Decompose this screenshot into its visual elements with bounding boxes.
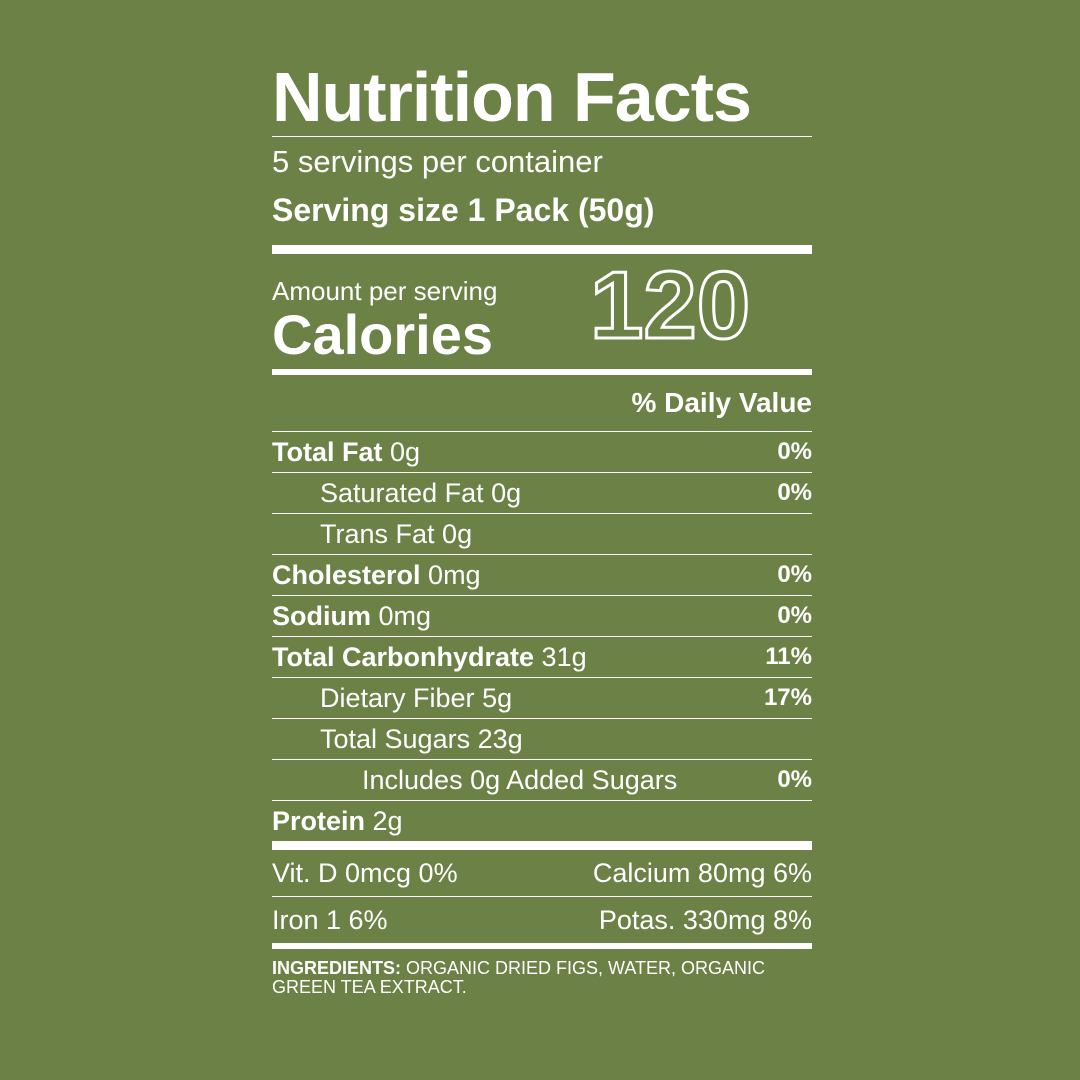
vitamin-left: Vit. D 0mcg 0% (272, 857, 458, 888)
ingredients-label: INGREDIENTS: (272, 958, 402, 978)
nutrient-name: Total Carbonhydrate (272, 641, 535, 672)
divider-medium (272, 943, 812, 949)
nutrient-name: Dietary Fiber (320, 682, 475, 713)
ingredients-text: ORGANIC DRIED FIGS, WATER, ORGANIC GREEN… (272, 958, 766, 997)
nutrition-title: Nutrition Facts (272, 58, 752, 136)
calories-value: 120 (588, 252, 751, 359)
nutrient-name: Total Sugars (320, 723, 471, 754)
nutrient-row-sodium: Sodium 0mg 0% (272, 596, 812, 636)
nutrient-pct: 0% (777, 479, 812, 506)
divider (272, 595, 812, 596)
nutrient-name: Trans Fat (320, 518, 435, 549)
calories-block: Amount per serving Calories 120 (272, 254, 812, 369)
calories-label: Calories (272, 303, 493, 366)
nutrient-amount: 5g (482, 682, 513, 713)
nutrient-amount: 0mg (378, 600, 432, 631)
nutrient-row-added-sugars: Includes 0g Added Sugars 0% (272, 760, 812, 800)
amount-per-serving: Amount per serving (272, 276, 498, 306)
divider (272, 677, 812, 678)
vitamin-left: Iron 1 6% (272, 904, 388, 935)
vitamin-right: Potas. 330mg 8% (598, 904, 812, 935)
nutrient-row-cholesterol: Cholesterol 0mg 0% (272, 555, 812, 595)
nutrient-pct: 0% (777, 602, 812, 629)
nutrient-name: Sodium (272, 600, 371, 631)
ingredients: INGREDIENTS: ORGANIC DRIED FIGS, WATER, … (272, 959, 812, 997)
divider (272, 513, 812, 514)
nutrient-pct: 0% (777, 766, 812, 793)
nutrient-amount: 0g (491, 477, 522, 508)
divider (272, 759, 812, 760)
divider (272, 472, 812, 473)
nutrient-amount: 2g (372, 805, 403, 836)
nutrient-pct: 17% (763, 684, 812, 711)
nutrient-name: Cholesterol (272, 559, 421, 590)
divider (272, 718, 812, 719)
divider (272, 554, 812, 555)
nutrient-pct: 0% (777, 438, 812, 465)
divider (272, 896, 812, 897)
nutrient-row-saturated-fat: Saturated Fat 0g 0% (272, 473, 812, 513)
divider (272, 431, 812, 432)
nutrient-amount: 0g (390, 436, 421, 467)
nutrition-facts-panel: Nutrition Facts 5 servings per container… (272, 58, 812, 997)
nutrient-row-total-fat: Total Fat 0g 0% (272, 432, 812, 472)
nutrient-name: Includes 0g Added Sugars (362, 764, 678, 795)
servings-per-container: 5 servings per container (272, 144, 603, 179)
vitamin-right: Calcium 80mg 6% (592, 857, 812, 888)
nutrient-amount: 31g (541, 641, 587, 672)
divider-medium (272, 369, 812, 375)
nutrient-name: Protein (272, 805, 366, 836)
nutrient-row-dietary-fiber: Dietary Fiber 5g 17% (272, 678, 812, 718)
nutrient-amount: 0g (442, 518, 473, 549)
nutrient-name: Total Fat (272, 436, 383, 467)
nutrient-pct: 11% (765, 643, 812, 670)
nutrient-row-total-carbohydrate: Total Carbonhydrate 31g 11% (272, 637, 812, 677)
divider (272, 136, 812, 137)
nutrient-amount: 23g (477, 723, 523, 754)
divider (272, 800, 812, 801)
nutrient-amount: 0mg (428, 559, 481, 590)
nutrient-row-total-sugars: Total Sugars 23g (272, 719, 812, 759)
daily-value-header: % Daily Value (631, 387, 812, 418)
divider-thick (272, 245, 812, 254)
nutrient-name: Saturated Fat (320, 477, 484, 508)
vitamin-row: Vit. D 0mcg 0% Calcium 80mg 6% (272, 850, 812, 896)
vitamin-row: Iron 1 6% Potas. 330mg 8% (272, 897, 812, 943)
nutrient-row-trans-fat: Trans Fat 0g (272, 514, 812, 554)
divider (272, 636, 812, 637)
divider-thick (272, 841, 812, 850)
serving-size: Serving size 1 Pack (50g) (272, 192, 655, 228)
nutrient-pct: 0% (777, 561, 812, 588)
nutrient-row-protein: Protein 2g (272, 801, 812, 841)
